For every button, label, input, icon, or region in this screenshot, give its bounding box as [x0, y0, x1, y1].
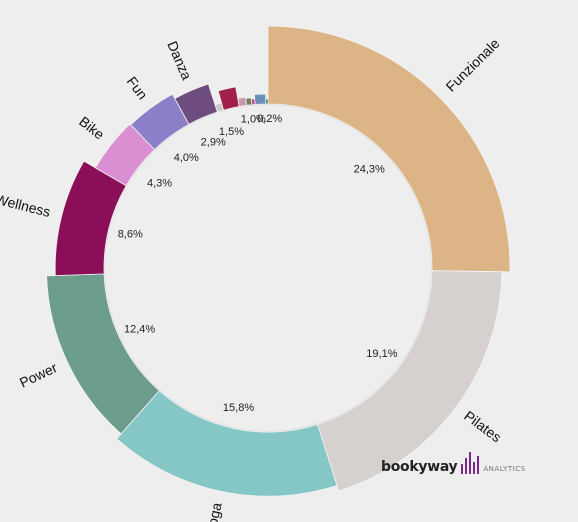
value-label: 24,3% — [354, 163, 385, 175]
value-label: 8,6% — [118, 229, 143, 241]
category-label-pilates: Pilates — [461, 407, 504, 445]
value-label: 2,9% — [201, 136, 226, 148]
value-label: 0,2% — [257, 113, 282, 125]
slice-funzionale — [267, 25, 511, 273]
slice-minor-9 — [217, 86, 240, 111]
value-label: 15,8% — [223, 402, 254, 414]
slice-pilates — [317, 270, 503, 492]
category-label-bike: Bike — [76, 113, 107, 143]
slice-fun — [130, 93, 190, 151]
value-label: 1,0% — [241, 114, 266, 126]
category-label-yoga: Yoga — [203, 501, 225, 522]
category-label-danza: Danza — [164, 39, 195, 83]
brand-name: bookyway — [381, 459, 458, 475]
category-label-power: Power — [17, 359, 60, 391]
slice-minor-14 — [265, 98, 269, 105]
slice-minor-10 — [237, 96, 248, 108]
value-label: 19,1% — [366, 348, 397, 360]
slice-danza — [174, 83, 218, 125]
brand-bars-icon — [461, 452, 480, 474]
slice-bike — [94, 123, 156, 187]
category-label-fun: Fun — [124, 73, 151, 102]
value-label: 12,4% — [124, 324, 155, 336]
value-label: 1,5% — [219, 126, 244, 138]
category-label-wellness: Wellness — [0, 191, 52, 220]
slice-wellness — [54, 160, 127, 277]
brand-logo: bookyway ANALYTICS — [381, 450, 526, 476]
value-label: 4,0% — [174, 152, 199, 164]
slice-power — [46, 273, 160, 435]
value-label: 4,3% — [147, 178, 172, 190]
inner-ring — [103, 103, 433, 433]
category-label-funzionale: Funzionale — [443, 35, 503, 95]
brand-sub: ANALYTICS — [483, 465, 526, 473]
slice-minor-13 — [253, 93, 267, 105]
slice-yoga — [116, 390, 338, 497]
slice-minor-11 — [245, 97, 253, 106]
